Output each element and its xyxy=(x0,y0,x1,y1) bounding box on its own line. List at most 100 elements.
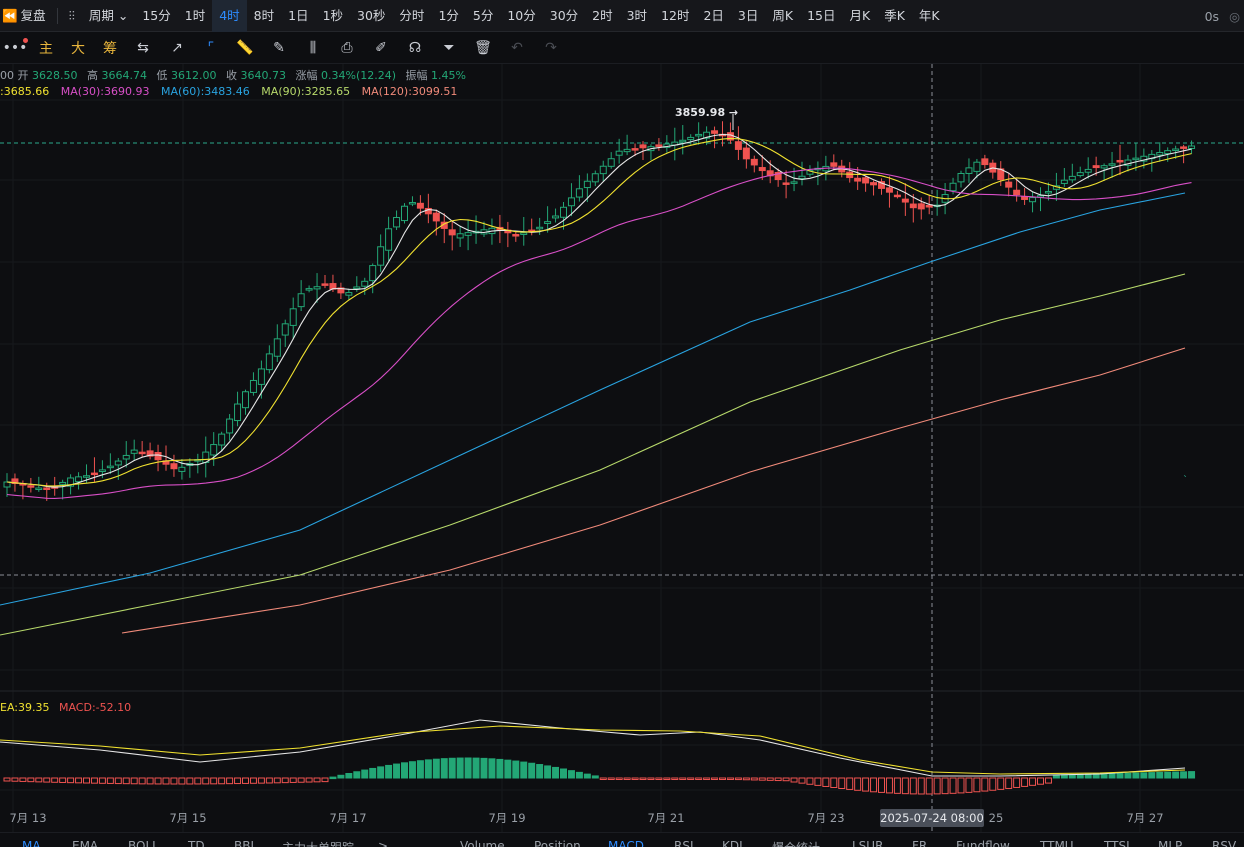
main-tab-6[interactable]: > xyxy=(378,839,389,847)
sub-tab-5[interactable]: 爆仓统计 xyxy=(772,839,820,847)
main-tab-0[interactable]: MA xyxy=(22,839,41,847)
macd-bar xyxy=(424,759,432,779)
main-tab-2[interactable]: BOLL xyxy=(128,839,159,847)
interval-5[interactable]: 1秒 xyxy=(322,7,344,23)
macd-bar xyxy=(416,760,424,779)
candle-body xyxy=(1188,145,1196,149)
sub-tab-8[interactable]: Fundflow xyxy=(956,839,1010,847)
redo-icon[interactable]: ↷ xyxy=(545,39,557,56)
swap-icon[interactable]: ⇆ xyxy=(137,39,149,56)
candle-body xyxy=(27,485,35,488)
interval-11[interactable]: 30分 xyxy=(549,7,579,23)
candle-body xyxy=(210,444,218,456)
interval-13[interactable]: 3时 xyxy=(626,7,648,23)
note-icon[interactable]: ✐ xyxy=(375,39,387,56)
sub-tab-11[interactable]: MLP xyxy=(1158,839,1183,847)
sub-tab-1[interactable]: Position xyxy=(534,839,581,847)
macd-bar xyxy=(981,777,989,792)
macd-bar xyxy=(377,766,385,779)
sub-tab-3[interactable]: RSI xyxy=(674,839,694,847)
undo-icon[interactable]: ↶ xyxy=(511,39,523,56)
macd-bar xyxy=(750,777,758,781)
interval-6[interactable]: 30秒 xyxy=(357,7,386,23)
trash-icon[interactable]: 🗑 xyxy=(474,39,492,56)
screenshot-icon[interactable]: ⎙ xyxy=(341,39,353,56)
interval-17[interactable]: 周K xyxy=(772,7,794,23)
macd-bar xyxy=(726,777,734,780)
macd-bar xyxy=(122,777,130,785)
interval-16[interactable]: 3日 xyxy=(737,7,759,23)
interval-15[interactable]: 2日 xyxy=(703,7,724,23)
main-tab-4[interactable]: BBI xyxy=(234,839,255,847)
candle-body xyxy=(973,161,981,172)
macd-bar xyxy=(75,777,83,784)
interval-1[interactable]: 1时 xyxy=(184,7,206,23)
chart-type-button[interactable]: ⫶⫶ xyxy=(62,0,82,32)
sub-tab-6[interactable]: LSUR xyxy=(852,839,884,847)
big-order-button[interactable]: 大 xyxy=(71,40,85,57)
macd-bar xyxy=(583,773,591,779)
candle-body xyxy=(432,212,440,222)
candle-body xyxy=(591,173,599,183)
interval-2[interactable]: 4时 xyxy=(212,0,247,32)
interval-19[interactable]: 月K xyxy=(849,7,871,23)
ma90-value: MA(90):3285.65 xyxy=(261,85,351,98)
interval-8[interactable]: 1分 xyxy=(438,7,459,23)
interval-14[interactable]: 12时 xyxy=(661,7,690,23)
notification-dot xyxy=(23,37,28,43)
main-tab-1[interactable]: EMA xyxy=(72,839,99,847)
cursor-icon[interactable]: ↗ xyxy=(171,39,183,56)
interval-21[interactable]: 年K xyxy=(918,7,940,23)
sub-tab-12[interactable]: RSV xyxy=(1212,839,1237,847)
macd-bar xyxy=(321,777,329,783)
interval-3[interactable]: 8时 xyxy=(253,7,275,23)
x-axis-label: 25 xyxy=(989,811,1004,825)
candle-body xyxy=(917,203,925,210)
interval-4[interactable]: 1日 xyxy=(288,7,309,23)
candle-body xyxy=(758,167,766,172)
main-indicator-button[interactable]: 主 xyxy=(39,40,53,57)
sub-tab-4[interactable]: KDJ xyxy=(722,839,743,847)
candle-body xyxy=(862,177,870,184)
interval-10[interactable]: 10分 xyxy=(507,7,536,23)
macd-bar xyxy=(138,777,146,785)
camera-icon[interactable]: ◎ xyxy=(1229,8,1240,24)
macd-bar xyxy=(242,777,249,784)
macd-bar xyxy=(901,777,909,795)
ma120-value: MA(120):3099.51 xyxy=(361,85,458,98)
macd-bar xyxy=(615,777,623,780)
candle-type-icon[interactable]: ⫼ xyxy=(309,39,317,56)
period-menu[interactable]: 周期 ⌄ xyxy=(82,0,135,32)
pen-icon[interactable]: ✎ xyxy=(273,39,285,56)
main-tab-5[interactable]: 主力大单跟踪 xyxy=(282,839,354,847)
sub-tab-7[interactable]: FR xyxy=(912,839,928,847)
replay-button[interactable]: ⏪ 复盘 xyxy=(0,0,53,32)
kline-chart[interactable]: ` 7月 13 7月 15 7月 17 7月 19 7月 21 7月 23 25 7月 27 xyxy=(0,64,1244,832)
ruler-icon[interactable]: 📏 xyxy=(236,39,254,56)
sub-tab-9[interactable]: TTMU xyxy=(1040,839,1074,847)
candle-body xyxy=(1172,148,1180,152)
interval-12[interactable]: 2时 xyxy=(592,7,613,23)
filter-icon[interactable]: ⏷ xyxy=(443,39,455,56)
macd-bar xyxy=(273,777,281,784)
ma60-line xyxy=(0,192,1186,606)
x-axis-label: 7月 23 xyxy=(807,811,844,825)
interval-20[interactable]: 季K xyxy=(884,7,905,23)
interval-0[interactable]: 15分 xyxy=(142,7,171,23)
candle-chart-icon: ⫶⫶ xyxy=(68,7,75,23)
candle-body xyxy=(552,215,560,219)
sub-tab-0[interactable]: Volume xyxy=(460,839,505,847)
chips-button[interactable]: 筹 xyxy=(103,40,117,57)
pin-icon[interactable]: ⌜ xyxy=(207,39,215,56)
divider xyxy=(56,7,58,24)
sub-tab-10[interactable]: TTSI xyxy=(1104,839,1130,847)
interval-18[interactable]: 15日 xyxy=(807,7,836,23)
more-button[interactable]: ••• xyxy=(0,37,30,56)
macd-bar xyxy=(560,768,567,779)
main-tab-3[interactable]: TD xyxy=(188,839,205,847)
interval-9[interactable]: 5分 xyxy=(472,7,494,23)
sub-tab-2[interactable]: MACD xyxy=(608,839,644,847)
interval-7[interactable]: 分时 xyxy=(399,7,425,23)
candle-body xyxy=(679,139,687,143)
magnet-icon[interactable]: ☊ xyxy=(408,39,422,56)
